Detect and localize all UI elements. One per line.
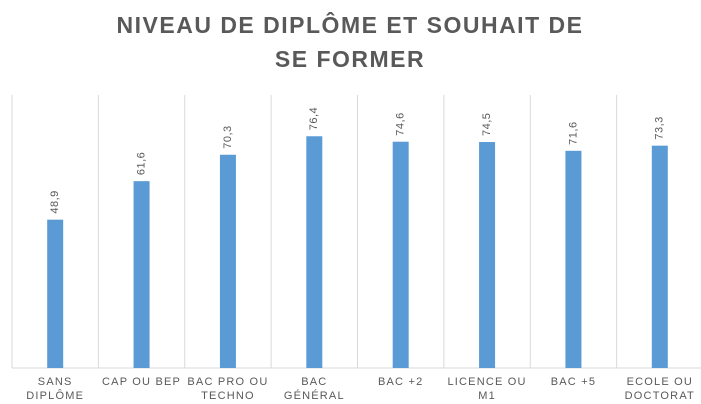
- x-tick-label: LICENCE OU M1: [447, 376, 527, 402]
- value-label: 71,6: [567, 121, 579, 144]
- x-tick-label: SANS DIPLÔME: [26, 376, 85, 402]
- x-tick-label: ECOLE OU DOCTORAT: [624, 376, 695, 402]
- bar: [565, 150, 582, 368]
- value-label: 70,3: [222, 125, 234, 148]
- bar: [392, 141, 409, 368]
- value-label: 74,6: [395, 112, 407, 135]
- value-label: 48,9: [49, 190, 61, 213]
- value-label: 61,6: [135, 152, 147, 175]
- x-tick-label: BAC PRO OU TECHNO: [187, 376, 269, 402]
- chart-title: NIVEAU DE DIPLÔME ET SOUHAIT DE SE FORME…: [116, 12, 584, 72]
- bar: [47, 219, 64, 368]
- x-tick-label: CAP OU BEP: [102, 376, 182, 388]
- bar: [219, 154, 236, 368]
- x-tick-label: BAC GÉNÉRAL: [283, 376, 345, 402]
- bar: [306, 136, 323, 368]
- bar: [133, 181, 150, 368]
- x-tick-label: BAC +5: [550, 376, 597, 388]
- bar: [651, 145, 668, 368]
- value-label: 73,3: [654, 116, 666, 139]
- value-label: 74,5: [481, 113, 493, 136]
- value-label: 76,4: [308, 107, 320, 130]
- bar: [479, 142, 496, 368]
- x-tick-label: BAC +2: [377, 376, 424, 388]
